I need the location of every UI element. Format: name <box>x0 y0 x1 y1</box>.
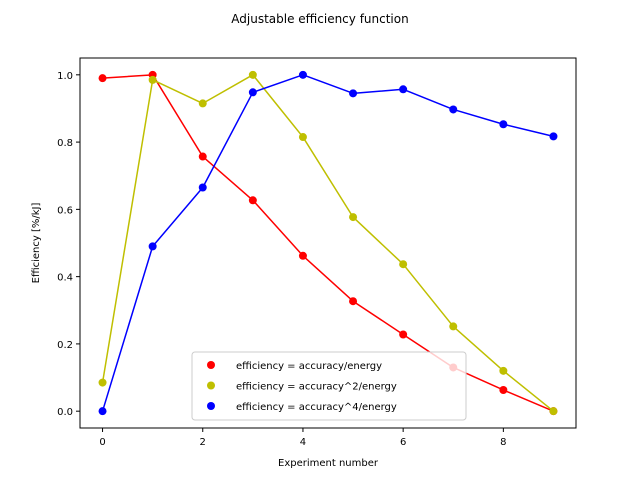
axes-frame <box>79 57 577 429</box>
data-point <box>349 213 358 222</box>
data-point <box>499 120 508 129</box>
data-point <box>248 70 257 79</box>
series-2 <box>98 70 558 416</box>
data-point <box>449 322 458 331</box>
data-point <box>399 260 408 269</box>
data-point <box>248 88 257 97</box>
plot-area <box>79 57 577 429</box>
x-tick-label: 0 <box>99 437 105 448</box>
y-tick-label: 0.2 <box>57 340 73 351</box>
data-point <box>98 407 107 416</box>
legend-marker <box>207 381 215 390</box>
data-point <box>499 366 508 375</box>
data-point <box>499 385 508 394</box>
y-tick-label: 1.0 <box>57 71 73 82</box>
data-point <box>98 378 107 387</box>
data-point <box>549 132 558 141</box>
x-tick-label: 6 <box>400 437 406 448</box>
legend-label: efficiency = accuracy/energy <box>236 361 382 372</box>
y-tick-label: 0.6 <box>57 205 73 216</box>
chart-title: Adjustable efficiency function <box>231 12 408 26</box>
legend-label: efficiency = accuracy^2/energy <box>236 382 397 393</box>
x-tick-label: 4 <box>300 437 306 448</box>
series-group <box>98 70 558 416</box>
legend-marker <box>207 402 215 410</box>
data-point <box>298 70 307 79</box>
data-point <box>298 251 307 260</box>
y-tick-label: 0.0 <box>57 407 73 418</box>
legend-box <box>191 351 467 421</box>
data-point <box>399 85 408 94</box>
data-point <box>198 183 207 192</box>
data-point <box>349 89 358 98</box>
series-line <box>101 74 554 412</box>
legend: efficiency = accuracy/energy efficiency =… <box>191 351 467 421</box>
data-point <box>148 75 157 84</box>
y-tick-label: 0.4 <box>57 273 73 284</box>
legend-label: efficiency = accuracy^4/energy <box>236 402 397 413</box>
series-line <box>102 74 554 412</box>
data-point <box>399 330 408 339</box>
ticks: 0 2 4 6 8 0.0 0.2 0.4 0.6 0.8 1.0 <box>57 71 506 448</box>
data-point <box>98 74 107 83</box>
x-axis-label: Experiment number <box>278 458 379 469</box>
data-point <box>198 99 207 108</box>
data-point <box>148 242 157 251</box>
series-3 <box>98 70 558 416</box>
data-point <box>449 105 458 114</box>
x-tick-label: 2 <box>200 437 206 448</box>
y-tick-label: 0.8 <box>57 138 73 149</box>
x-tick-label: 8 <box>500 437 506 448</box>
legend-marker <box>207 361 215 369</box>
data-point <box>298 133 307 142</box>
data-point <box>248 196 257 205</box>
data-point <box>198 152 207 161</box>
series-line <box>101 74 554 412</box>
data-point <box>549 407 558 416</box>
y-axis-label: Efficiency [%/kJ] <box>31 203 42 284</box>
data-point <box>349 297 358 306</box>
